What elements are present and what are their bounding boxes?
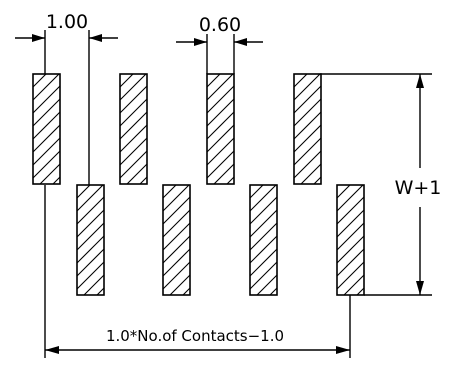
padw-arrow-right bbox=[234, 38, 247, 46]
pitch-label: 1.00 bbox=[46, 11, 88, 33]
pad-bottom-2 bbox=[162, 184, 191, 296]
pad-outline bbox=[32, 73, 61, 185]
dimension-lines bbox=[15, 30, 432, 358]
pad-hatch-diagonal-hatch bbox=[337, 185, 364, 295]
pitch-arrow-left bbox=[32, 34, 45, 42]
pad-bottom-3 bbox=[249, 184, 278, 296]
pad-outline bbox=[162, 184, 191, 296]
pad-outline bbox=[206, 73, 235, 185]
pad-top-1 bbox=[32, 73, 61, 185]
pad-hatch-diagonal-hatch bbox=[294, 74, 321, 184]
pad-hatch-diagonal-hatch bbox=[207, 74, 234, 184]
pad-top-2 bbox=[119, 73, 148, 185]
height-arrow-bottom bbox=[416, 281, 424, 295]
span-arrow-left bbox=[45, 346, 59, 354]
height-label: W+1 bbox=[395, 177, 442, 199]
height-arrow-top bbox=[416, 74, 424, 88]
pad-hatch-diagonal-hatch bbox=[120, 74, 147, 184]
pad-hatch-diagonal-hatch bbox=[163, 185, 190, 295]
pad-group bbox=[32, 73, 365, 296]
padw-arrow-left bbox=[194, 38, 207, 46]
pad-outline bbox=[76, 184, 105, 296]
pad-hatch-diagonal-hatch bbox=[77, 185, 104, 295]
pad-bottom-1 bbox=[76, 184, 105, 296]
pad-outline bbox=[119, 73, 148, 185]
pad-outline bbox=[249, 184, 278, 296]
pad-width-label: 0.60 bbox=[199, 14, 241, 36]
pad-hatch-diagonal-hatch bbox=[250, 185, 277, 295]
span-arrow-right bbox=[336, 346, 350, 354]
pad-outline bbox=[293, 73, 322, 185]
span-label: 1.0*No.of Contacts−1.0 bbox=[106, 327, 284, 345]
pad-top-4 bbox=[293, 73, 322, 185]
pad-top-3 bbox=[206, 73, 235, 185]
pitch-arrow-right bbox=[89, 34, 102, 42]
pad-hatch-diagonal-hatch bbox=[33, 74, 60, 184]
